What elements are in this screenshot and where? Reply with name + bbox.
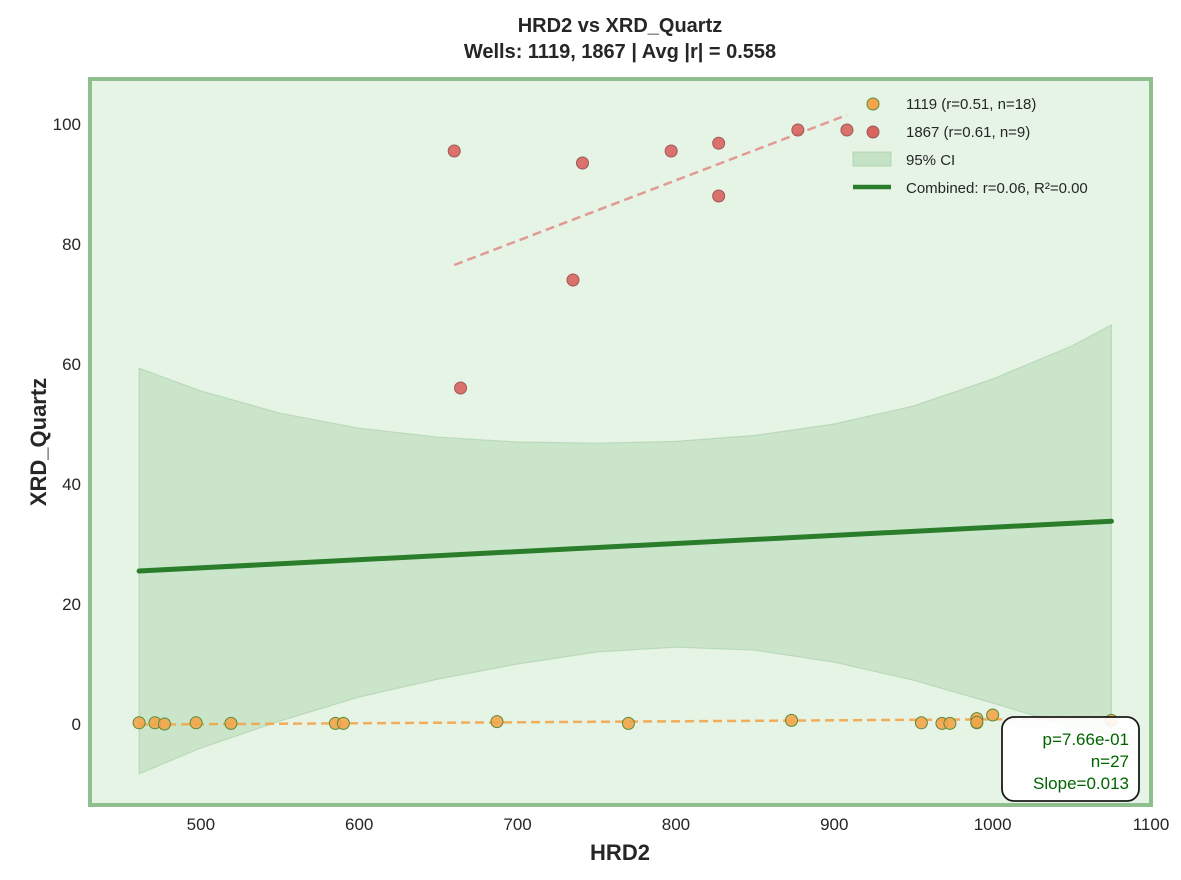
plot-area [90,79,1151,805]
x-tick-label: 700 [503,815,531,834]
y-tick-label: 60 [62,355,81,374]
x-tick-label: 1100 [1133,815,1170,834]
stats-slope: Slope=0.013 [1033,774,1129,793]
stats-box-frame [1001,716,1140,802]
data-point-1867 [566,273,580,287]
data-point-1867 [575,156,589,170]
trend-line-1867 [453,113,848,267]
data-point-1867 [454,381,468,395]
data-point-1119 [785,713,799,727]
data-point-1119 [490,715,504,729]
legend-label-combined: Combined: r=0.06, R²=0.00 [906,180,1088,197]
stats-n: n=27 [1091,752,1129,771]
data-point-1119 [224,716,238,730]
data-point-1119 [621,716,635,730]
data-point-1867 [447,144,461,158]
data-point-1119 [986,708,1000,722]
x-tick-label: 800 [662,815,690,834]
x-tick-label: 500 [187,815,215,834]
data-point-1119 [970,715,984,729]
combined-regression-line [136,518,1114,574]
legend-label-1867: 1867 (r=0.61, n=9) [906,124,1030,141]
stats-p-value: p=7.66e-01 [1043,730,1130,749]
data-point-1119 [189,716,203,730]
legend-swatch-1867 [866,125,880,139]
x-axis-label: HRD2 [590,840,650,865]
legend-swatch-ci [852,151,892,167]
data-point-1867 [840,123,854,137]
y-tick-label: 0 [72,715,81,734]
legend-label-ci: 95% CI [906,152,955,169]
data-point-1867 [712,189,726,203]
x-tick-label: 900 [820,815,848,834]
data-point-1119 [943,716,957,730]
data-point-1119 [132,716,146,730]
y-tick-label: 40 [62,475,81,494]
y-tick-label: 100 [53,115,81,134]
x-tick-label: 1000 [974,815,1012,834]
data-point-1119 [336,716,350,730]
legend: 1119 (r=0.51, n=18) 1867 (r=0.61, n=9) 9… [852,96,1088,197]
trend-line-1119 [139,717,1112,726]
data-point-1119 [914,716,928,730]
y-axis-label: XRD_Quartz [26,378,51,506]
data-point-1867 [791,123,805,137]
y-tick-label: 20 [62,595,81,614]
data-point-1119 [157,717,171,731]
data-point-1867 [712,136,726,150]
y-tick-label: 80 [62,235,81,254]
plot-frame [88,77,1153,807]
chart-subtitle: Wells: 1119, 1867 | Avg |r| = 0.558 [464,41,776,63]
x-tick-label: 600 [345,815,373,834]
chart-title: HRD2 vs XRD_Quartz [518,15,723,37]
data-point-1867 [664,144,678,158]
legend-swatch-1119 [866,97,880,111]
stats-box: p=7.66e-01 n=27 Slope=0.013 [1001,716,1140,802]
legend-label-1119: 1119 (r=0.51, n=18) [906,96,1036,113]
